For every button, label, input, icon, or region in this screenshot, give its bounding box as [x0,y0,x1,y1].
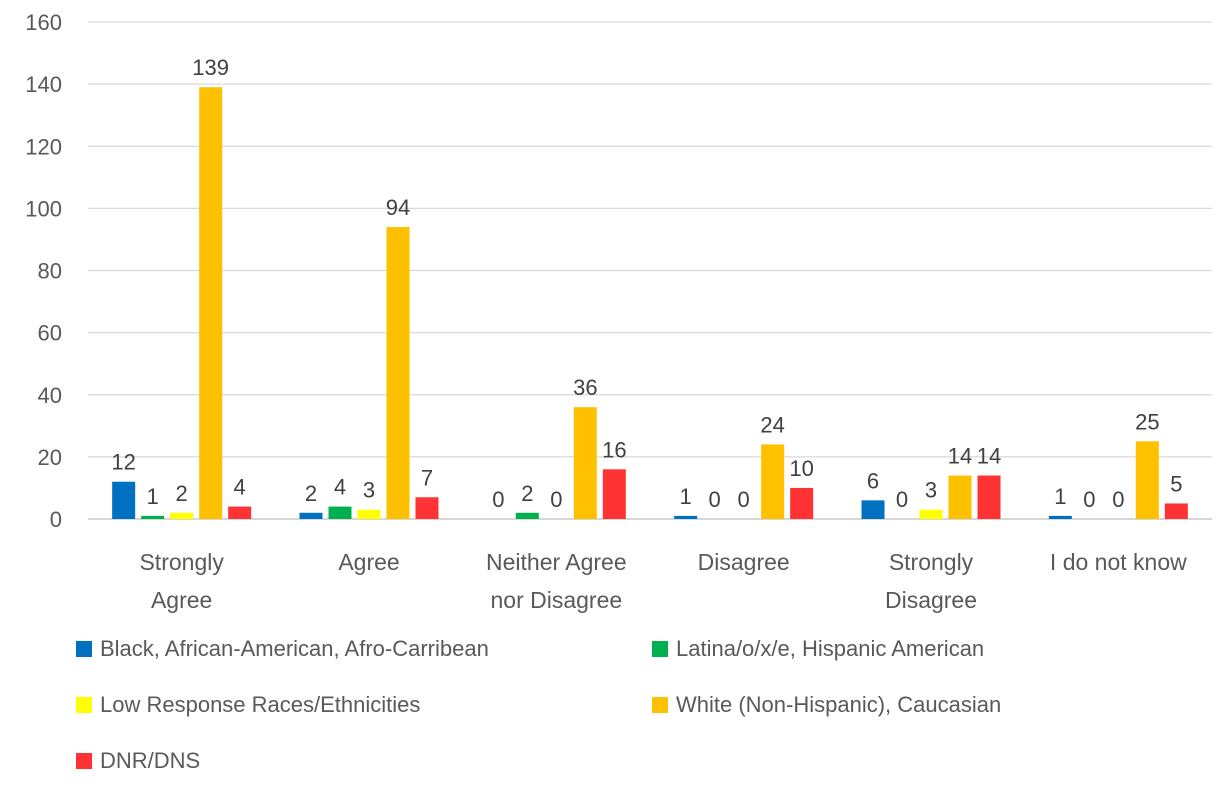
legend-label: DNR/DNS [100,748,201,773]
x-category-label: nor Disagree [490,587,622,613]
x-category-label: Neither Agree [486,549,627,575]
y-tick-label: 100 [25,196,62,221]
bar [1164,503,1188,519]
data-label: 7 [421,465,433,490]
bar [761,444,785,519]
data-label: 0 [1083,487,1095,512]
bar [386,227,410,519]
data-label: 12 [111,450,135,475]
x-category-label: Agree [151,587,212,613]
x-category-label: Strongly [889,549,974,575]
y-tick-label: 160 [25,10,62,35]
data-label: 1 [680,484,692,509]
legend-swatch [652,641,668,657]
bar [415,497,439,519]
data-label: 139 [192,55,229,80]
bar [141,515,165,519]
data-label: 0 [550,487,562,512]
data-label: 0 [709,487,721,512]
legend-item: Black, African-American, Afro-Carribean [76,636,489,662]
bar [674,515,698,519]
data-label: 6 [867,468,879,493]
y-tick-label: 140 [25,72,62,97]
bar [299,512,323,519]
bar [357,509,381,519]
data-label: 4 [334,475,346,500]
data-label: 0 [896,487,908,512]
bar [602,469,626,519]
legend-swatch [652,697,668,713]
bar [228,506,252,519]
y-tick-label: 120 [25,134,62,159]
bar [1135,441,1159,519]
x-category-label: Agree [338,549,399,575]
bar [948,475,972,519]
bar [199,87,223,519]
legend-item: Latina/o/x/e, Hispanic American [652,636,984,662]
bar [1048,515,1072,519]
legend-label: Black, African-American, Afro-Carribean [100,636,489,661]
x-category-label: Disagree [698,549,790,575]
legend-label: White (Non-Hispanic), Caucasian [676,692,1002,717]
bar [112,481,136,519]
data-label: 0 [738,487,750,512]
legend-label: Low Response Races/Ethnicities [100,692,421,717]
data-label: 16 [602,437,626,462]
y-tick-label: 60 [38,321,62,346]
data-label: 2 [521,481,533,506]
bar [170,512,194,519]
data-label: 0 [492,487,504,512]
data-label: 2 [305,481,317,506]
data-label: 2 [176,481,188,506]
data-label: 25 [1135,409,1159,434]
bar [573,407,597,519]
y-tick-label: 20 [38,445,62,470]
x-category-label: Disagree [885,587,977,613]
x-category-label: Strongly [139,549,224,575]
data-label: 3 [363,478,375,503]
x-category-label: I do not know [1050,549,1187,575]
bar [861,500,885,519]
bar [977,475,1001,519]
legend-swatch [76,697,92,713]
bar [919,509,943,519]
data-label: 5 [1170,471,1182,496]
data-label: 3 [925,478,937,503]
data-label: 14 [948,444,972,469]
data-label: 36 [573,375,597,400]
bar [328,506,352,519]
bar [515,512,539,519]
data-label: 94 [386,195,410,220]
data-label: 0 [1112,487,1124,512]
data-label: 14 [977,444,1001,469]
data-label: 10 [789,456,813,481]
legend-swatch [76,753,92,769]
legend-swatch [76,641,92,657]
legend-item: Low Response Races/Ethnicities [76,692,420,718]
y-tick-label: 80 [38,259,62,284]
data-label: 4 [234,475,246,500]
data-label: 1 [147,484,159,509]
bar [790,487,814,519]
legend-label: Latina/o/x/e, Hispanic American [676,636,985,661]
y-tick-label: 0 [50,507,62,532]
data-label: 1 [1054,484,1066,509]
legend-item: DNR/DNS [76,748,200,774]
data-label: 24 [760,412,784,437]
legend-item: White (Non-Hispanic), Caucasian [652,692,1001,718]
y-tick-label: 40 [38,383,62,408]
